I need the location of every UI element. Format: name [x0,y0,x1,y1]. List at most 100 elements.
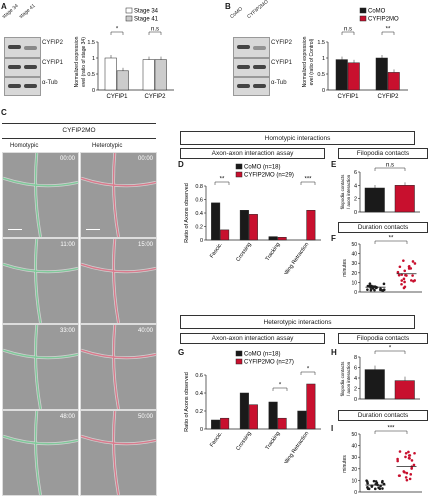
data-point [412,463,416,467]
bar [211,419,221,430]
x-tick-label: Fascic. [209,241,224,259]
data-point [411,260,415,263]
legend-label: CYFIP2MO [368,17,399,23]
homotypic-filopodia-header: Filopodia contacts [338,148,428,159]
legend-label: Stage 41 [134,17,159,23]
legend-label: CoMO [368,9,386,15]
data-point [398,450,402,453]
bar [220,229,230,241]
data-point [402,277,406,281]
significance-label: n.s [151,27,159,33]
y-tick-label: 1.5 [87,40,95,46]
x-tick-label: Stalling Retraction [280,242,311,274]
bar [248,404,258,430]
column-header-heterotypic: Heterotypic [92,143,123,149]
data-point [396,457,399,461]
data-point [381,487,384,490]
y-tick-label: 0 [354,210,357,216]
legend-swatch [359,7,367,14]
panel-label-a: A [1,2,7,11]
y-axis-label: evel (ratio of Control) [309,38,315,85]
x-tick-label: Tracking [265,242,282,263]
significance-label: n.s [386,163,394,169]
data-point [403,280,406,284]
y-axis-label: / axon interaction [346,174,351,209]
western-blot [233,58,270,77]
significance-bracket [110,31,124,35]
chart-h: 0 2 4 6 8 filopodia contacts / axon interactio… [340,346,420,403]
significance-label: ** [386,27,391,33]
data-point [366,288,369,291]
y-tick-label: 8 [354,355,357,361]
bar [211,202,221,241]
data-point [396,459,399,463]
legend-label: CoMO (n=18) [244,165,281,171]
panel-label-f: F [331,234,336,243]
data-point [404,476,408,479]
y-tick-label: 0.8 [195,184,203,190]
chart-d: 0 0.2 0.4 0.6 0.8 Fascic. Crossing TrackingStal… [184,163,321,274]
timestamp: 00:00 [137,156,153,162]
data-point [369,288,373,292]
data-point [366,487,370,491]
significance-bracket [374,167,406,171]
panel-label-h: H [331,348,337,357]
microscopy-frame: 40:00 [80,324,157,410]
bar [394,185,415,213]
timestamp: 48:00 [59,414,75,420]
legend-swatch [235,358,243,365]
data-point [405,471,409,475]
legend-swatch [125,15,133,22]
timestamp: 11:00 [60,242,75,248]
y-tick-label: 0.5 [317,72,325,78]
western-blot [233,77,270,96]
panel-label-d: D [178,160,184,169]
y-tick-label: 0.2 [195,225,203,231]
y-tick-label: 4 [354,183,357,189]
data-point [413,262,417,265]
bar [306,383,316,430]
microscopy-frame: 15:00 [80,238,157,324]
y-axis-label: minutes [342,455,348,473]
legend-label: Stage 34 [134,9,159,15]
bar [335,59,348,91]
chart-a: 0 0.5 1 1.5 CYFIP1 CYFIP2 Normalized expressio… [74,7,174,100]
significance-bracket [300,371,316,375]
data-point [407,450,410,454]
bar [116,70,129,91]
data-point [413,279,417,282]
y-tick-label: 1 [322,56,325,62]
data-point [398,265,402,269]
significance-label: n.s [344,27,352,33]
bar [364,369,385,400]
homotypic-header: Homotypic interactions [180,131,415,145]
bar [268,236,278,241]
data-point [410,459,414,462]
data-point [379,288,382,292]
significance-bracket [374,350,406,354]
data-point [398,474,401,477]
bar [154,59,167,91]
y-axis-label: Ratio of Axons observed [184,372,190,432]
significance-bracket [374,240,408,244]
data-point [408,457,411,460]
significance-bracket [272,387,288,391]
data-point [381,479,384,483]
data-point [373,487,377,491]
chart-g: 0 0.2 0.4 0.6 Fascic. Crossing TrackingStallin… [184,350,321,463]
y-tick-label: 20 [351,271,357,277]
western-blot [4,77,41,96]
data-point [372,479,376,483]
y-tick-label: 50 [351,432,357,438]
significance-label: * [116,27,119,33]
y-tick-label: 4 [354,376,357,382]
x-tick-label: CYFIP2 [144,94,166,100]
data-point [371,287,375,290]
y-axis-label: Normalized expression [74,36,80,87]
chart-f: 0 10 20 30 40 50 minutes ** [342,236,422,296]
x-tick-label: Tracking [265,431,282,452]
legend-swatch [235,171,243,178]
panel-label-e: E [331,160,337,169]
significance-label: *** [304,177,312,183]
significance-bracket [374,430,408,434]
